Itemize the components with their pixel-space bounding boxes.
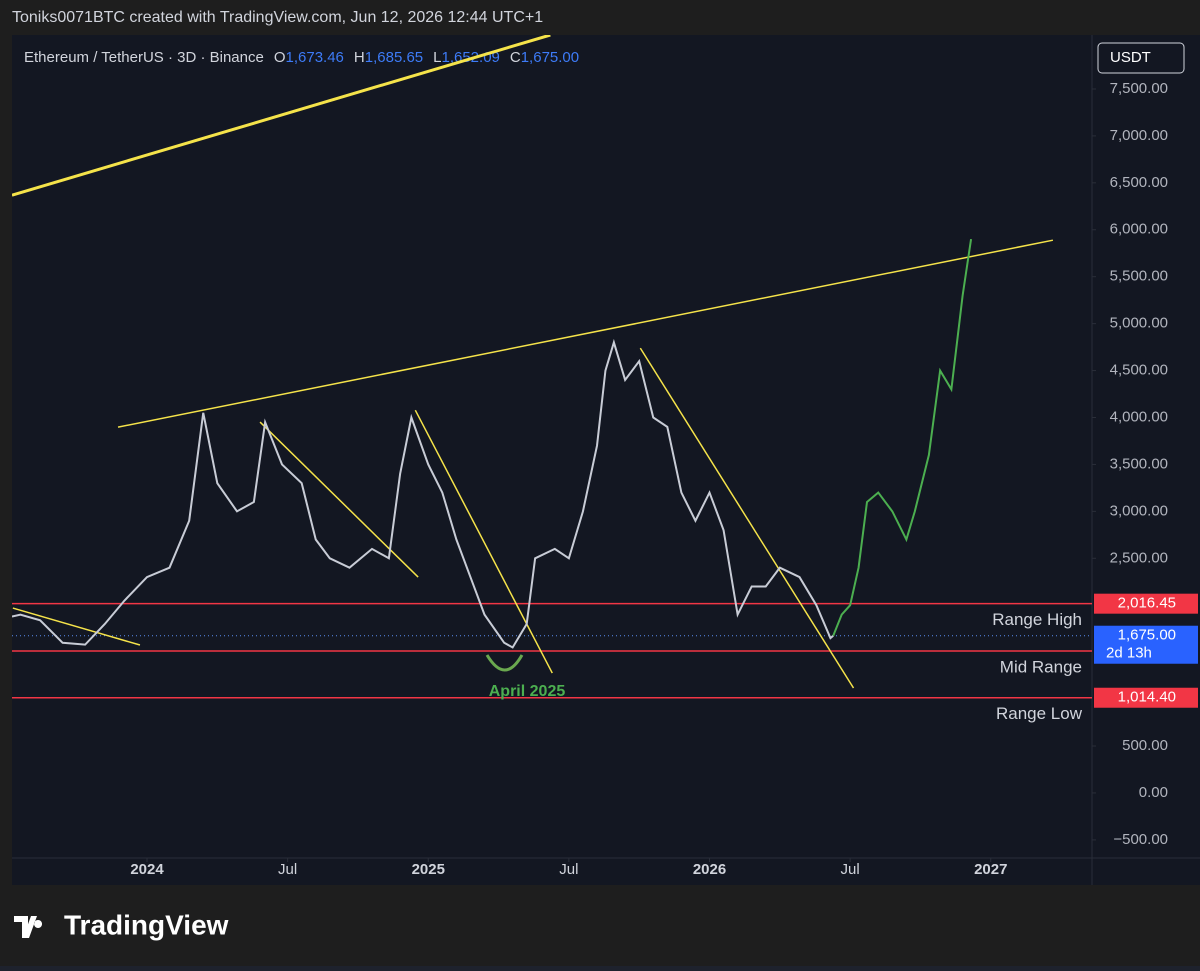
y-tick-label: 500.00	[1122, 737, 1168, 754]
annotation-arc	[485, 654, 524, 672]
symbol: Ethereum / TetherUS · 3D · Binance	[24, 49, 264, 66]
y-tick-label: 3,000.00	[1110, 502, 1168, 519]
price-line	[12, 338, 834, 649]
level-name: Mid Range	[1000, 658, 1082, 677]
trendline	[12, 35, 551, 197]
trendline	[639, 347, 855, 689]
ohlc-key: L	[433, 49, 441, 66]
x-tick-label: Jul	[278, 861, 297, 878]
y-tick-label: 0.00	[1139, 784, 1168, 801]
y-tick-label: 5,500.00	[1110, 268, 1168, 285]
trendline	[259, 421, 419, 578]
legend: Ethereum / TetherUS · 3D · Binance O 1,673…	[24, 49, 579, 66]
ohlc-value: 1,675.00	[521, 49, 579, 66]
x-tick-label: 2027	[974, 861, 1007, 878]
currency[interactable]: USDT	[1110, 49, 1151, 66]
ohlc-value: 1,685.65	[365, 49, 423, 66]
y-tick-label: 7,000.00	[1110, 127, 1168, 144]
y-tick-label: 2,500.00	[1110, 549, 1168, 566]
trendline	[12, 607, 141, 646]
y-tick-label: 3,500.00	[1110, 455, 1168, 472]
x-tick-label: Jul	[559, 861, 578, 878]
y-tick-label: 4,500.00	[1110, 362, 1168, 379]
ohlc-key: C	[510, 49, 521, 66]
level-name: Range Low	[996, 704, 1083, 723]
last-price-label: 1,675.00	[1118, 627, 1176, 644]
level-tag	[1094, 687, 1198, 708]
y-tick-label: 6,000.00	[1110, 221, 1168, 238]
brand: TradingView	[64, 909, 229, 940]
currency-button[interactable]	[1097, 42, 1185, 74]
countdown: 2d 13h	[1106, 645, 1152, 662]
level-tag	[1094, 593, 1198, 614]
x-tick-label: Jul	[841, 861, 860, 878]
y-tick-label: 5,000.00	[1110, 315, 1168, 332]
ohlc-key: O	[274, 49, 286, 66]
chart-area	[12, 35, 1200, 885]
last-price-tag	[1094, 625, 1198, 664]
ohlc-value: 1,673.46	[286, 49, 344, 66]
y-tick-label: 7,500.00	[1110, 80, 1168, 97]
y-tick-label: 6,500.00	[1110, 174, 1168, 191]
y-tick-label: −500.00	[1113, 831, 1168, 848]
x-tick-label: 2026	[693, 861, 726, 878]
logo	[14, 916, 43, 938]
x-tick-label: 2025	[412, 861, 445, 878]
ohlc-key: H	[354, 49, 365, 66]
annotation: April 2025	[489, 683, 566, 700]
price-line	[832, 239, 973, 637]
trendline	[117, 239, 1054, 428]
level-name: Range High	[992, 610, 1082, 629]
y-tick-label: 4,000.00	[1110, 408, 1168, 425]
plot	[12, 35, 1092, 699]
x-tick-label: 2024	[130, 861, 164, 878]
level-label: 1,014.40	[1118, 689, 1176, 706]
header: Toniks0071BTC created with TradingView.c…	[12, 9, 543, 26]
trendline	[414, 409, 553, 674]
level-label: 2,016.45	[1118, 595, 1176, 612]
